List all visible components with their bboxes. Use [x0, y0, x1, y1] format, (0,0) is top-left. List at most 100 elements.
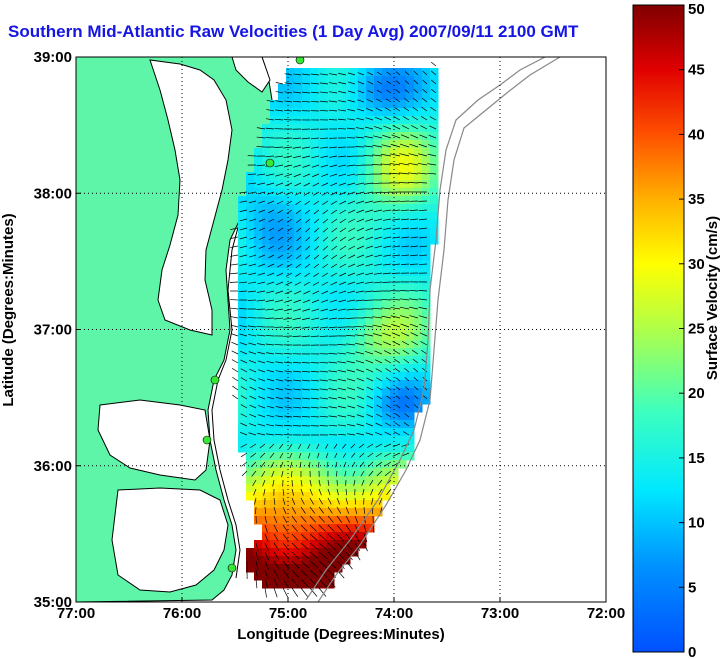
velocity-cell — [238, 316, 247, 325]
velocity-arrow — [374, 350, 383, 355]
velocity-arrow — [329, 308, 338, 312]
velocity-cell — [310, 532, 319, 541]
velocity-arrow — [262, 479, 266, 487]
velocity-cell — [246, 436, 255, 445]
velocity-cell — [246, 388, 255, 397]
velocity-cell — [422, 380, 431, 389]
velocity-cell — [262, 412, 271, 421]
velocity-cell — [254, 156, 263, 165]
velocity-arrow — [293, 406, 302, 409]
velocity-arrow — [365, 359, 374, 364]
velocity-cell — [270, 324, 279, 333]
velocity-arrow — [320, 164, 329, 168]
velocity-cell — [350, 124, 359, 133]
velocity-cell — [318, 380, 327, 389]
velocity-cell — [406, 292, 415, 301]
velocity-arrow — [355, 191, 365, 195]
velocity-arrow — [273, 587, 278, 598]
velocity-cell — [310, 388, 319, 397]
velocity-arrow — [256, 334, 266, 337]
velocity-cell — [262, 540, 271, 549]
velocity-cell — [382, 252, 391, 261]
velocity-arrow — [310, 388, 320, 391]
velocity-arrow — [337, 361, 347, 364]
velocity-cell — [286, 140, 295, 149]
velocity-cell — [286, 212, 295, 221]
velocity-arrow — [281, 470, 284, 478]
velocity-arrow — [326, 461, 329, 468]
velocity-arrow — [356, 396, 365, 400]
velocity-arrow — [284, 379, 293, 382]
velocity-cell — [374, 452, 383, 461]
velocity-arrow — [365, 236, 374, 240]
velocity-arrow — [257, 182, 266, 185]
velocity-cell — [286, 156, 295, 165]
velocity-arrow — [366, 395, 374, 400]
velocity-arrow — [391, 332, 401, 337]
velocity-cell — [302, 308, 311, 317]
velocity-cell — [342, 484, 351, 493]
velocity-cell — [374, 236, 383, 245]
velocity-arrow — [300, 560, 309, 569]
velocity-arrow — [345, 506, 350, 514]
velocity-cell — [398, 356, 407, 365]
velocity-arrow — [291, 497, 296, 505]
velocity-arrow — [422, 394, 428, 400]
velocity-arrow — [319, 100, 329, 103]
velocity-cell — [406, 300, 415, 309]
velocity-arrow — [354, 497, 357, 505]
velocity-cell — [246, 556, 255, 565]
velocity-arrow — [394, 422, 401, 427]
velocity-cell — [398, 396, 407, 405]
velocity-arrow — [309, 479, 312, 487]
velocity-cell — [430, 180, 439, 189]
velocity-cell — [334, 316, 343, 325]
velocity-arrow — [357, 90, 365, 94]
velocity-arrow — [293, 100, 302, 103]
velocity-cell — [310, 212, 319, 221]
velocity-arrow — [230, 254, 239, 257]
velocity-cell — [430, 172, 439, 181]
velocity-arrow — [314, 236, 320, 242]
velocity-cell — [286, 188, 295, 197]
velocity-cell — [278, 124, 287, 133]
velocity-cell — [350, 244, 359, 253]
velocity-arrow — [339, 254, 347, 260]
velocity-cell — [374, 92, 383, 101]
velocity-cell — [246, 180, 255, 189]
y-tick-label: 38:00 — [34, 185, 72, 202]
velocity-cell — [342, 412, 351, 421]
velocity-cell — [302, 292, 311, 301]
velocity-cell — [414, 84, 423, 93]
velocity-arrow — [293, 379, 302, 382]
velocity-arrow — [319, 379, 329, 382]
velocity-cell — [246, 188, 255, 197]
velocity-arrow — [338, 155, 347, 158]
velocity-cell — [262, 300, 271, 309]
velocity-cell — [398, 156, 407, 165]
velocity-arrow — [301, 146, 311, 149]
velocity-cell — [310, 220, 319, 229]
velocity-arrow — [372, 182, 383, 185]
velocity-arrow — [399, 182, 410, 184]
velocity-arrow — [363, 155, 374, 157]
velocity-cell — [294, 196, 303, 205]
velocity-cell — [390, 276, 399, 285]
velocity-cell — [270, 572, 279, 581]
velocity-arrow — [240, 359, 248, 364]
velocity-cell — [278, 564, 287, 573]
velocity-cell — [374, 100, 383, 109]
velocity-cell — [246, 268, 255, 277]
velocity-cell — [294, 68, 303, 77]
velocity-cell — [430, 156, 439, 165]
velocity-cell — [310, 324, 319, 333]
velocity-cell — [302, 148, 311, 157]
velocity-cell — [350, 132, 359, 141]
velocity-cell — [318, 244, 327, 253]
velocity-arrow — [291, 506, 297, 514]
velocity-cell — [310, 260, 319, 269]
velocity-arrow — [400, 290, 410, 292]
velocity-cell — [358, 372, 367, 381]
velocity-arrow — [364, 281, 374, 284]
